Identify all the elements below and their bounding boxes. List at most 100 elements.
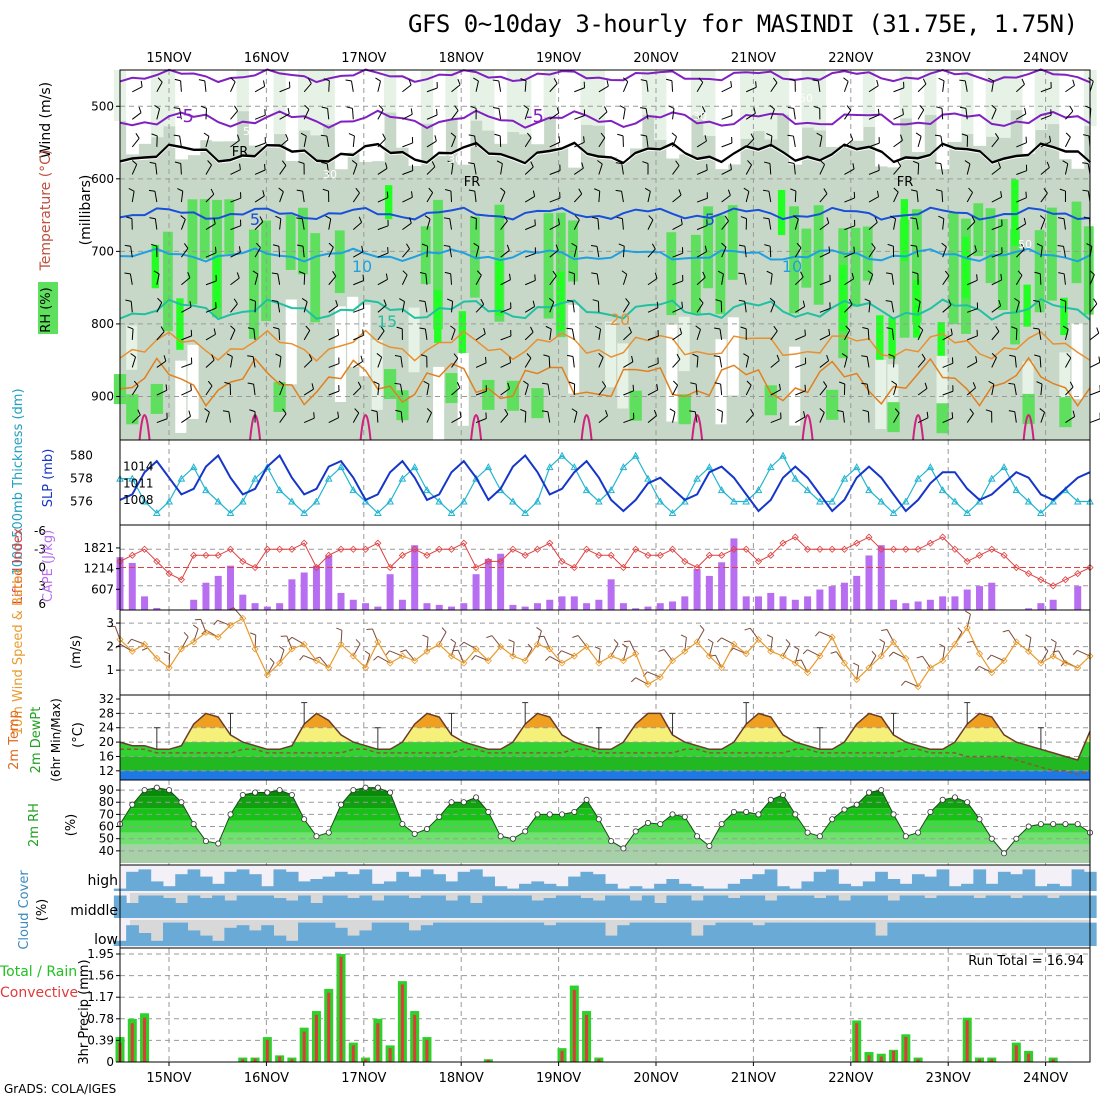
- contour-label: 10: [352, 257, 372, 276]
- wind-barb-flag: [1036, 243, 1043, 247]
- cloud-cover-bar: [666, 922, 680, 946]
- wind-barb: [844, 252, 855, 258]
- wind-barb: [719, 356, 723, 368]
- rh2m-point: [509, 835, 516, 842]
- cloud-cover-bar: [187, 895, 201, 918]
- wind10-point: [263, 671, 271, 679]
- rh-dry-patch: [334, 70, 348, 170]
- cloud-cover-bar: [703, 895, 717, 918]
- wind-barb: [744, 246, 747, 258]
- wind-barb: [230, 329, 236, 341]
- wind-barb-flag: [796, 242, 802, 249]
- wind-barb-flag: [877, 108, 880, 115]
- date-label-top: 18NOV: [439, 51, 484, 66]
- y-tick-label: 20: [99, 735, 114, 749]
- wind-barb-flag: [934, 134, 941, 137]
- wind-barb-flag: [224, 381, 231, 385]
- wind-barb: [451, 358, 459, 368]
- wind-barb-flag: [615, 189, 622, 192]
- wind-barb: [867, 328, 870, 340]
- wind-barb-flag: [536, 627, 542, 632]
- wind-barb: [131, 356, 137, 368]
- wind-barb: [917, 329, 924, 341]
- wind-barb-flag: [871, 650, 877, 656]
- wind-barb-flag: [213, 217, 216, 224]
- cloud-cover-bar: [826, 869, 839, 891]
- wind-barb: [721, 142, 733, 148]
- cloud-cover-bar: [396, 922, 410, 946]
- temp-contour-5: [119, 206, 1091, 221]
- thickness-point: [398, 474, 407, 482]
- wind-barb-flag: [436, 108, 438, 116]
- wind-barb-flag: [249, 298, 256, 302]
- wind-barb: [180, 80, 182, 92]
- cloud-cover-bar: [433, 922, 446, 946]
- lifted-index-point: [1049, 582, 1057, 590]
- rh-dry-patch: [310, 70, 324, 136]
- wind-barb: [941, 191, 944, 203]
- cloud-cover-bar: [752, 874, 766, 891]
- cloud-cover-bar: [138, 895, 152, 918]
- wind-barb-flag: [300, 132, 307, 137]
- rh-moist-patch: [727, 205, 738, 280]
- wind-barb: [1015, 83, 1025, 93]
- wind-barb-flag: [871, 243, 876, 249]
- thickness-point: [889, 508, 898, 516]
- cloud-cover-bar: [457, 895, 471, 918]
- wind-barb: [672, 165, 680, 175]
- wind-barb-flag: [1014, 297, 1020, 303]
- cloud-cover-bar: [531, 881, 545, 891]
- wind-barb-flag: [845, 325, 851, 331]
- cloud-cover-bar: [261, 895, 274, 918]
- wind-barb: [598, 415, 608, 423]
- cape-bar: [963, 589, 971, 610]
- rh-moist-patch: [1047, 207, 1057, 301]
- wind10-point: [705, 652, 713, 660]
- wind-barb-flag: [592, 299, 599, 302]
- wind-barb-flag: [362, 329, 364, 336]
- wind-barb-flag: [885, 300, 892, 302]
- precip-convective-bar: [314, 1014, 318, 1062]
- rh-dry-patch: [776, 70, 790, 115]
- lifted-tick-label: 3: [38, 579, 46, 593]
- wind-barb: [721, 115, 733, 120]
- wind-barb: [941, 108, 944, 120]
- wind-barb: [377, 356, 383, 368]
- wind-barb-flag: [813, 106, 820, 109]
- wind-barb-flag: [623, 640, 630, 643]
- cloud-cover-bar: [347, 935, 360, 946]
- wind-barb-flag: [738, 299, 745, 302]
- wind-barb-flag: [345, 79, 352, 82]
- wind10-point: [988, 668, 996, 677]
- wind-barb: [156, 360, 167, 368]
- lifted-index-point: [386, 563, 394, 572]
- cloud-cover-bar: [383, 895, 397, 918]
- rh2m-point: [853, 801, 860, 808]
- wind-barb-flag: [396, 326, 403, 330]
- wind-barb-flag: [897, 160, 902, 167]
- cloud-cover-bar: [911, 922, 925, 946]
- wind10-point: [558, 659, 566, 667]
- thickness-point: [754, 486, 763, 494]
- wind-barb-flag: [671, 132, 677, 138]
- temp-contour-minus5: [119, 109, 1091, 130]
- temp-contour-20: [119, 329, 1091, 362]
- precip-convective-bar: [977, 1059, 981, 1062]
- temp-axis-label: 2m Temp: [7, 710, 22, 770]
- rh-dry-patch: [138, 70, 152, 144]
- rh2m-point: [166, 787, 173, 794]
- wind-barb: [131, 164, 138, 175]
- contour-label: 50: [1018, 238, 1032, 251]
- wind-barb-flag: [133, 380, 139, 387]
- rh-dry-patch: [285, 70, 299, 161]
- cloud-cover-bar: [862, 881, 876, 891]
- wind-barb-flag: [568, 271, 575, 275]
- rh2m-point: [374, 784, 381, 791]
- wind-barb: [205, 333, 216, 341]
- rh-dry-patch: [248, 70, 262, 146]
- wind-barb: [230, 277, 240, 286]
- wind-barb-flag: [721, 242, 727, 248]
- wind-barb: [524, 224, 536, 231]
- wind-barb: [844, 225, 855, 231]
- wind-barb: [547, 384, 551, 396]
